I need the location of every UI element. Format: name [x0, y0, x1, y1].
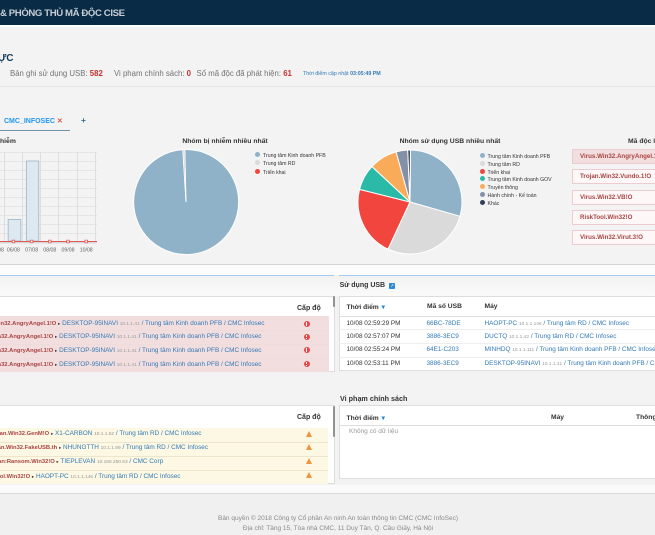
svg-text:07/08: 07/08 — [25, 248, 38, 254]
svg-text:10/08: 10/08 — [80, 248, 93, 254]
svg-text:09/08: 09/08 — [62, 248, 75, 254]
svg-text:06/08: 06/08 — [7, 248, 20, 254]
svg-text:08/08: 08/08 — [43, 248, 56, 254]
svg-text:08: 08 — [0, 248, 4, 254]
